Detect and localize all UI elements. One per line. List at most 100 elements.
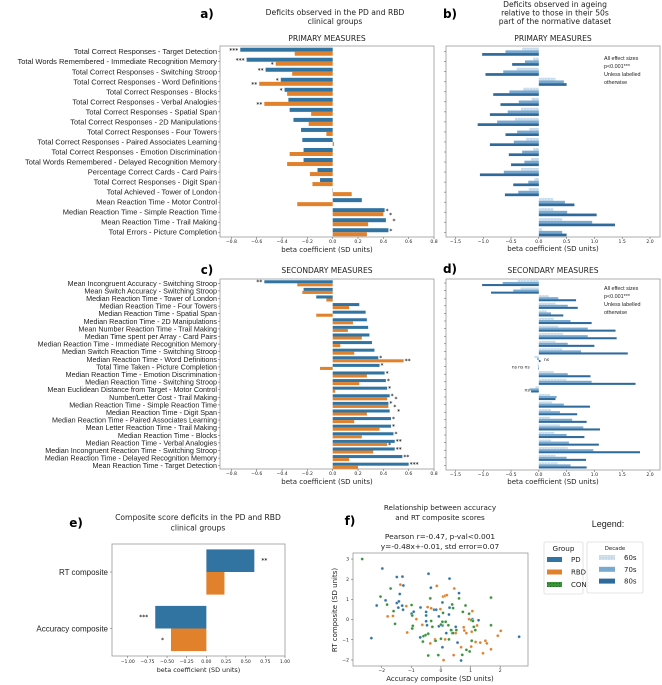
point-con — [468, 649, 472, 654]
point-con — [410, 613, 414, 618]
bar-pd — [303, 287, 333, 291]
panel-label: c) — [201, 263, 214, 277]
bar-decade-80s — [538, 223, 615, 227]
category-label: Median Reaction Time - 2D Manipulations — [84, 317, 218, 326]
bar-decade-70s — [518, 190, 539, 194]
bar-decade-80s — [485, 73, 539, 76]
bar-rbd — [297, 283, 333, 287]
x-tick-label: 0.0 — [535, 472, 542, 478]
significance-label: * — [389, 228, 392, 235]
bar-decade-60s — [517, 279, 539, 282]
point-pd — [447, 612, 451, 617]
x-tick-label: −1.0 — [478, 239, 489, 245]
category-label: Total Correct Responses - Switching Stro… — [72, 67, 217, 76]
bar-pd — [332, 432, 394, 436]
significance-label: * — [387, 378, 390, 385]
significance-label: * — [392, 416, 395, 423]
annotation-text: Unless labelled — [604, 72, 641, 78]
x-tick-label: 0.0 — [535, 239, 542, 245]
point-con — [429, 619, 433, 623]
category-label: Number/Letter Cost - Trail Making — [109, 393, 217, 402]
category-label: Total Correct Responses - Paired Associa… — [37, 137, 217, 146]
bar-pd — [332, 333, 370, 337]
y-tick-label: 2 — [346, 577, 349, 583]
bar-rbd — [275, 61, 333, 66]
category-label: Total Errors - Picture Completion — [109, 228, 217, 237]
bar-decade-80s — [538, 337, 617, 340]
y-axis-label: RT composite (SD units) — [331, 568, 339, 652]
point-pd — [424, 613, 428, 618]
x-tick-label: −0.5 — [505, 239, 516, 245]
point-rbd — [496, 634, 500, 638]
legend: Legend: Group PD RBD CON Decade 60s 70s 80s — [543, 519, 644, 595]
bar-rbd — [292, 71, 333, 76]
point-rbd — [475, 623, 479, 628]
bar-rbd — [332, 435, 362, 439]
bar-decade-60s — [538, 431, 555, 434]
bar-rbd — [287, 162, 333, 167]
bar-decade-60s — [538, 416, 550, 419]
bar-decade-70s — [538, 403, 564, 406]
bar-decade-80s — [538, 413, 578, 416]
bar-decade-80s — [482, 53, 539, 56]
category-label: Median Reaction Time - Simple Reaction T… — [69, 400, 217, 409]
figure-title: part of the normative dataset — [499, 17, 611, 26]
bar-decade-70s — [503, 70, 539, 74]
point-con — [426, 632, 430, 636]
point-con — [391, 609, 396, 613]
x-tick-label: 1 — [469, 668, 472, 674]
significance-label: * — [393, 404, 396, 411]
x-tick-label: −1.5 — [450, 472, 461, 478]
x-tick-label: 0 — [439, 668, 442, 674]
x-tick-label: 2.0 — [646, 239, 653, 245]
x-tick-label: −0.6 — [251, 239, 262, 245]
x-tick-label: −0.4 — [276, 471, 287, 477]
axes-title: Composite score deficits in the PD and R… — [115, 513, 281, 522]
category-label: Total Correct Responses - Four Towers — [87, 127, 217, 136]
legend-swatch-60s — [599, 555, 615, 560]
bar-pd — [332, 394, 390, 398]
legend-label: 70s — [624, 566, 637, 574]
point-rbd — [452, 653, 456, 657]
x-axis-label: beta coefficient (SD units) — [281, 246, 373, 254]
bar-rbd — [332, 141, 334, 146]
point-rbd — [464, 631, 469, 635]
point-con — [439, 622, 443, 627]
y-tick-label: 0 — [346, 617, 349, 623]
category-label: Median Reaction Time - Simple Reaction T… — [63, 208, 217, 217]
bar-decade-70s — [502, 281, 539, 285]
point-rbd — [429, 606, 433, 610]
significance-label: ** — [396, 446, 402, 453]
category-label: Total Correct Responses - Emotion Discri… — [52, 148, 217, 157]
point-pd — [418, 635, 422, 639]
legend-decade-title: Decade — [605, 546, 626, 552]
point-con — [464, 648, 469, 652]
point-rbd — [398, 583, 403, 587]
category-label: Median Time spent per Array - Card Pairs — [85, 332, 218, 341]
category-label: Total Correct Responses - Verbal Analogi… — [72, 97, 217, 106]
bar-decade-60s — [538, 401, 553, 404]
panel-label: d) — [443, 262, 457, 276]
x-tick-label: −0.4 — [276, 239, 287, 245]
point-rbd — [462, 625, 466, 629]
bar-rbd — [332, 465, 359, 469]
x-tick-label: −1.0 — [478, 472, 489, 478]
bar-pd — [320, 178, 333, 183]
significance-label: ** — [256, 102, 262, 109]
bar-decade-70s — [538, 200, 565, 204]
x-tick-label: 1.5 — [619, 239, 626, 245]
point-pd — [426, 572, 431, 576]
bar-decade-80s — [482, 284, 539, 287]
bar-decade-70s — [538, 80, 564, 84]
legend-title: Legend: — [592, 519, 625, 529]
bar-decade-60s — [528, 188, 539, 191]
point-pd — [395, 575, 399, 579]
bar-rbd — [332, 328, 348, 332]
significance-label: * — [386, 370, 389, 377]
axes-title: Relationship between accuracy — [384, 503, 497, 512]
bar-decade-70s — [538, 373, 568, 376]
y-tick-label: 1 — [346, 597, 349, 603]
point-con — [436, 653, 440, 657]
bar-rbd — [309, 172, 333, 177]
x-tick-label: 0.6 — [405, 471, 412, 477]
